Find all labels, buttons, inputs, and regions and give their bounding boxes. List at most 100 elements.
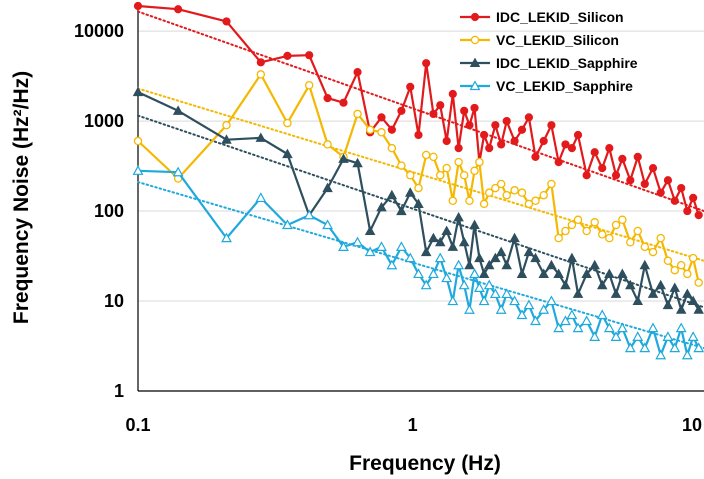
data-point: [282, 219, 293, 230]
data-point: [589, 331, 601, 341]
data-point: [524, 199, 534, 209]
data-point: [133, 1, 143, 11]
data-point: [441, 225, 452, 236]
data-point: [547, 179, 556, 189]
data-point: [611, 220, 621, 230]
data-point: [624, 342, 636, 353]
data-point: [554, 233, 563, 243]
data-point: [683, 206, 692, 216]
data-point: [352, 157, 363, 168]
data-point: [283, 51, 292, 60]
data-point: [632, 331, 644, 341]
data-point: [413, 268, 424, 279]
data-point: [675, 322, 687, 333]
data-point: [447, 241, 459, 251]
data-point: [458, 279, 470, 290]
data-point: [531, 196, 540, 206]
y-tick-label: 100: [94, 201, 124, 221]
data-point: [663, 176, 673, 185]
data-point: [605, 233, 614, 243]
data-point: [604, 268, 615, 278]
y-axis-title: Frequency Noise (Hz²/Hz): [10, 71, 33, 324]
data-point: [470, 166, 479, 176]
data-point: [648, 247, 658, 257]
data-point: [448, 196, 458, 206]
data-point: [222, 120, 231, 130]
data-point: [377, 128, 386, 137]
data-point: [475, 157, 484, 167]
data-point: [655, 349, 667, 360]
data-point: [531, 152, 540, 161]
data-point: [491, 183, 500, 193]
data-point: [221, 232, 232, 243]
data-point: [485, 144, 494, 153]
data-point: [501, 288, 513, 299]
data-point: [677, 183, 686, 193]
data-point: [694, 211, 703, 220]
data-point: [626, 237, 635, 247]
data-point: [442, 163, 451, 173]
data-point: [596, 309, 608, 320]
data-point: [670, 265, 680, 275]
data-point: [469, 219, 480, 230]
data-point: [453, 211, 464, 222]
data-point: [632, 295, 644, 306]
data-point: [605, 144, 614, 153]
y-tick-label: 10000: [74, 21, 124, 41]
data-point: [338, 153, 349, 163]
data-point: [689, 193, 698, 202]
data-point: [465, 121, 474, 130]
series-line: [137, 169, 700, 357]
data-point: [473, 282, 485, 292]
data-point: [460, 106, 469, 115]
data-point: [547, 121, 556, 130]
data-point: [491, 121, 500, 130]
data-point: [464, 259, 475, 270]
data-point: [573, 130, 583, 140]
data-point: [560, 279, 571, 290]
data-point: [132, 86, 144, 97]
data-point: [694, 278, 703, 287]
data-point: [539, 136, 548, 146]
data-point: [618, 215, 627, 225]
data-point: [553, 322, 565, 333]
data-point: [687, 295, 699, 306]
data-point: [597, 230, 607, 239]
data-point: [483, 279, 495, 290]
data-point: [495, 246, 507, 257]
data-point: [222, 17, 231, 26]
data-point: [256, 70, 266, 79]
data-point: [353, 68, 362, 77]
data-point: [517, 125, 527, 134]
data-point: [567, 144, 577, 153]
data-point: [172, 166, 184, 177]
legend: IDC_LEKID_Silicon VC_LEKID_Silicon IDC_LEK…: [460, 9, 638, 94]
data-point: [364, 225, 376, 236]
data-point: [413, 198, 424, 208]
data-point: [656, 188, 665, 197]
data-point: [566, 252, 578, 263]
data-point: [639, 342, 651, 353]
x-tick-label: 0.1: [125, 415, 150, 435]
y-tick-label: 10: [104, 291, 124, 311]
data-point: [283, 118, 292, 128]
data-point: [454, 144, 463, 153]
y-tick-label: 1: [114, 381, 124, 401]
data-point: [429, 109, 438, 119]
data-point: [610, 288, 622, 298]
data-point: [681, 349, 693, 360]
y-tick-label: 1000: [84, 111, 124, 131]
data-point: [545, 295, 557, 306]
data-point: [447, 295, 459, 306]
data-point: [669, 342, 681, 353]
data-point: [479, 199, 489, 209]
data-point: [633, 152, 642, 161]
data-point: [406, 170, 415, 180]
data-point: [453, 259, 465, 270]
data-point: [469, 268, 480, 279]
data-point: [626, 176, 635, 185]
data-point: [387, 143, 397, 153]
data-point: [496, 179, 506, 189]
data-point: [172, 105, 184, 115]
